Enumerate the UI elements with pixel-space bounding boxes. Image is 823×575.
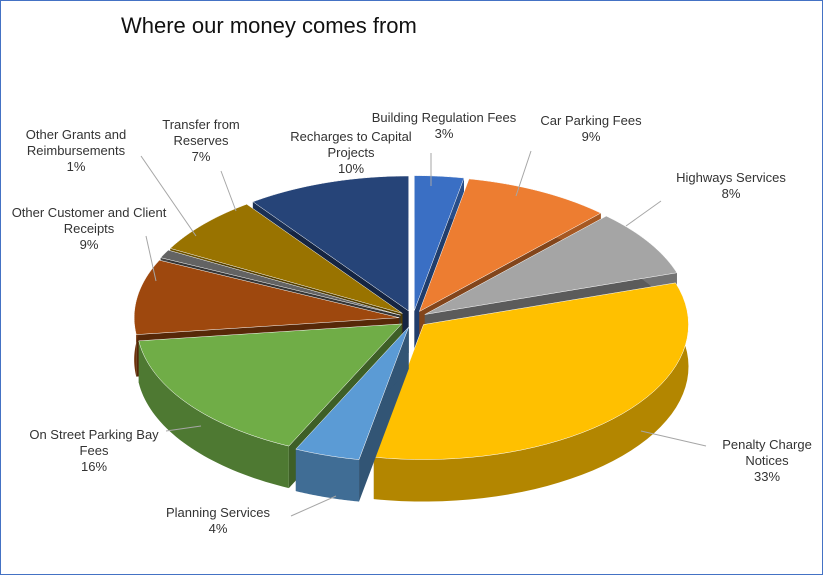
value-label: 4% — [208, 521, 228, 536]
slice-top — [424, 215, 678, 315]
leader-line — [290, 495, 337, 517]
slice — [373, 282, 689, 502]
leader-line — [165, 425, 202, 432]
category-label: Car Parking Fees — [540, 113, 642, 128]
leader-line — [145, 235, 157, 282]
category-label: Other Customer and Client Receipts — [11, 205, 167, 236]
slice-top — [133, 259, 400, 335]
data-label: Highways Services 8% — [656, 170, 806, 202]
data-label: Other Grants and Reimbursements 1% — [6, 127, 146, 175]
data-label: Recharges to Capital Projects 10% — [286, 129, 416, 177]
slice-top — [418, 178, 602, 313]
slice-side — [373, 282, 689, 502]
value-label: 8% — [721, 186, 741, 201]
category-label: Building Regulation Fees — [371, 110, 517, 125]
leader-line — [640, 430, 707, 447]
data-label: Building Regulation Fees 3% — [369, 110, 519, 142]
slice-top — [169, 203, 403, 314]
value-label: 10% — [337, 161, 365, 176]
value-label: 33% — [753, 469, 781, 484]
category-label: Recharges to Capital Projects — [290, 129, 412, 160]
slice-top — [414, 175, 465, 311]
leader-line — [140, 155, 197, 237]
value-label: 7% — [191, 149, 211, 164]
category-label: Highways Services — [676, 170, 786, 185]
category-label: Other Grants and Reimbursements — [25, 127, 127, 158]
value-label: 9% — [79, 237, 99, 252]
category-label: On Street Parking Bay Fees — [29, 427, 159, 458]
slice — [295, 326, 409, 502]
value-label: 16% — [80, 459, 108, 474]
slice-top — [252, 175, 409, 312]
value-label: 3% — [434, 126, 454, 141]
slice-top — [160, 249, 401, 316]
value-label: 9% — [581, 129, 601, 144]
category-label: Planning Services — [165, 505, 271, 520]
category-label: Transfer from Reserves — [162, 117, 240, 148]
slices — [133, 175, 689, 502]
leader-lines — [140, 150, 707, 517]
slice-top — [295, 326, 409, 460]
leader-line — [625, 200, 662, 227]
category-label: Penalty Charge Notices — [722, 437, 812, 468]
data-label: Transfer from Reserves 7% — [146, 117, 256, 165]
data-label: Planning Services 4% — [138, 505, 298, 537]
slice-top — [373, 282, 689, 460]
leader-line — [220, 170, 237, 212]
data-label: On Street Parking Bay Fees 16% — [24, 427, 164, 475]
chart-title: Where our money comes from — [121, 13, 417, 38]
slice-side — [138, 340, 289, 489]
data-label: Penalty Charge Notices 33% — [707, 437, 822, 485]
value-label: 1% — [66, 159, 86, 174]
leader-line — [515, 150, 532, 197]
data-label: Car Parking Fees 9% — [521, 113, 661, 145]
slice-top — [138, 323, 403, 447]
slice-side — [295, 449, 360, 502]
data-label: Other Customer and Client Receipts 9% — [9, 205, 169, 253]
